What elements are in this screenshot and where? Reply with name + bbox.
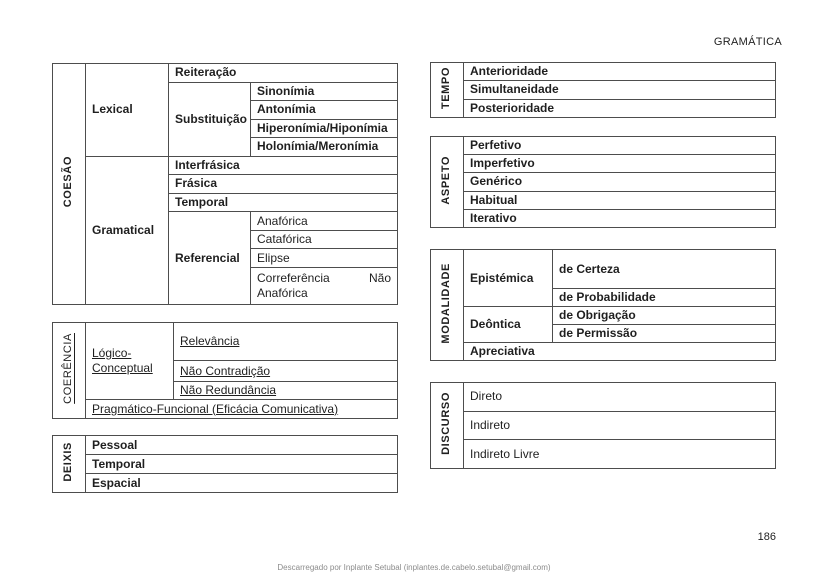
cell-sinonimia: Sinonímia [250, 81, 398, 102]
deixis-vertical-label: DEIXIS [52, 435, 86, 493]
cell-frasica: Frásica [168, 174, 398, 194]
page-number: 186 [757, 531, 776, 543]
cell-de-permissao: de Permissão [552, 324, 776, 343]
cell-pragmatico-funcional: Pragmático-Funcional (Eficácia Comunicat… [85, 399, 398, 419]
cell-pessoal: Pessoal [85, 435, 398, 455]
cell-iterativo: Iterativo [463, 208, 776, 229]
cell-espacial: Espacial [85, 473, 398, 493]
coesao-table: COESÃO Lexical Reiteração Substituição S… [52, 63, 398, 306]
cell-habitual: Habitual [463, 190, 776, 210]
aspeto-label-text: ASPETO [440, 155, 453, 205]
cell-indireto-livre: Indireto Livre [463, 439, 776, 469]
cell-temporal-deixis: Temporal [85, 454, 398, 474]
cell-de-certeza: de Certeza [552, 249, 776, 289]
cell-perfetivo: Perfetivo [463, 135, 776, 156]
cell-holonimia-meronimia: Holonímia/Meronímia [250, 137, 398, 157]
cell-indireto: Indireto [463, 410, 776, 441]
tempo-table: TEMPO Anterioridade Simultaneidade Poste… [430, 61, 776, 119]
cell-direto: Direto [463, 382, 776, 412]
cell-temporal-coesao: Temporal [168, 192, 398, 213]
coesao-label-text: COESÃO [62, 156, 75, 208]
cell-referencial: Referencial [168, 211, 251, 305]
cell-correferencia-nao-anaforica: Correferência Não Anafórica [250, 267, 398, 305]
cell-gramatical: Gramatical [85, 155, 169, 306]
deixis-table: DEIXIS Pessoal Temporal Espacial [52, 435, 398, 493]
cell-anaforica: Anafórica [250, 211, 398, 231]
tempo-vertical-label: TEMPO [430, 62, 464, 118]
discurso-label-text: DISCURSO [440, 392, 453, 455]
cell-relevancia: Relevância [173, 322, 398, 361]
cell-epistemica: Epistémica [463, 249, 553, 307]
cell-simultaneidade: Simultaneidade [463, 80, 776, 100]
cell-apreciativa: Apreciativa [463, 342, 776, 361]
cell-imperfetivo: Imperfetivo [463, 154, 776, 174]
cell-logico-conceptual: Lógico-Conceptual [85, 322, 174, 400]
modalidade-vertical-label: MODALIDADE [430, 249, 464, 361]
coerencia-table: COERÊNCIA Lógico-Conceptual Relevância N… [52, 322, 398, 419]
tempo-label-text: TEMPO [440, 66, 453, 110]
cell-elipse: Elipse [250, 248, 398, 268]
cell-nao-redundancia: Não Redundância [173, 381, 398, 400]
discurso-table: DISCURSO Direto Indireto Indireto Livre [430, 382, 776, 469]
cell-de-obrigacao: de Obrigação [552, 306, 776, 325]
cell-de-probabilidade: de Probabilidade [552, 288, 776, 307]
aspeto-table: ASPETO Perfetivo Imperfetivo Genérico Ha… [430, 135, 776, 229]
aspeto-vertical-label: ASPETO [430, 136, 464, 228]
cell-lexical: Lexical [85, 63, 169, 157]
cell-posterioridade: Posterioridade [463, 98, 776, 119]
coerencia-vertical-label: COERÊNCIA [52, 322, 86, 419]
cell-generico: Genérico [463, 172, 776, 192]
cell-antonimia: Antonímia [250, 100, 398, 120]
discurso-vertical-label: DISCURSO [430, 382, 464, 469]
cell-reiteracao: Reiteração [168, 63, 398, 83]
modalidade-label-text: MODALIDADE [440, 262, 453, 344]
coerencia-label-text: COERÊNCIA [62, 333, 75, 404]
cell-cataforica: Catafórica [250, 229, 398, 250]
cell-hiperonimia-hiponimia: Hiperonímia/Hiponímia [250, 118, 398, 139]
download-watermark-text: Descarregado por Inplante Setubal (inpla… [277, 563, 551, 572]
cell-interfrasica: Interfrásica [168, 155, 398, 176]
cell-substituicao: Substituição [168, 81, 251, 157]
cell-nao-contradicao: Não Contradição [173, 360, 398, 382]
cell-deontica: Deôntica [463, 306, 553, 343]
cell-anterioridade: Anterioridade [463, 61, 776, 82]
deixis-label-text: DEIXIS [62, 442, 75, 482]
page-header-title: GRAMÁTICA [713, 36, 782, 48]
coesao-vertical-label: COESÃO [52, 63, 86, 305]
modalidade-table: MODALIDADE Epistémica de Certeza de Prob… [430, 249, 776, 361]
